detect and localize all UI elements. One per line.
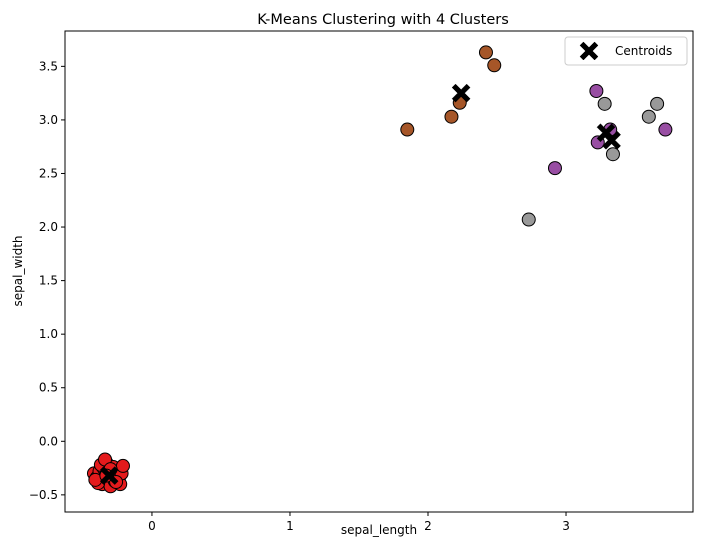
y-tick-label: 1.5: [39, 274, 58, 288]
y-tick-label: 2.5: [39, 166, 58, 180]
data-point: [400, 122, 415, 137]
data-point: [605, 147, 620, 162]
y-tick-label: 0.0: [39, 434, 58, 448]
data-point: [650, 96, 665, 111]
chart-title: K-Means Clustering with 4 Clusters: [257, 12, 509, 28]
centroid-marker: [99, 466, 119, 485]
y-axis-label: sepal_width: [11, 235, 25, 306]
x-axis-label: sepal_length: [341, 523, 417, 537]
data-point: [658, 122, 673, 137]
legend: Centroids: [564, 36, 688, 66]
data-point: [589, 83, 604, 98]
x-tick-label: 1: [286, 519, 294, 533]
data-point: [444, 109, 459, 124]
y-axis: −0.5 0.0 0.5 1.0 1.5 2.0 2.5 3.0 3.5: [29, 59, 65, 502]
data-point: [641, 109, 656, 124]
y-tick-label: 3.0: [39, 113, 58, 127]
y-tick-label: 2.0: [39, 220, 58, 234]
y-tick-label: −0.5: [29, 488, 58, 502]
y-tick-label: 0.5: [39, 381, 58, 395]
y-tick-label: 1.0: [39, 327, 58, 341]
x-axis: 0 1 2 3: [148, 512, 570, 533]
data-point: [547, 161, 562, 176]
centroid-marker: [602, 130, 621, 150]
centroid-marker: [451, 83, 471, 103]
centroids-layer: [99, 83, 621, 485]
data-point: [487, 58, 502, 73]
x-tick-label: 2: [424, 519, 432, 533]
plot-frame: [65, 31, 693, 512]
data-point: [521, 212, 536, 227]
legend-centroid-x: [579, 41, 599, 61]
plot-area: [64, 30, 694, 513]
y-tick-label: 3.5: [39, 59, 58, 73]
data-point: [597, 96, 612, 111]
legend-label-centroids: Centroids: [615, 44, 672, 58]
data-point: [478, 45, 493, 60]
legend-centroid-marker: [579, 41, 599, 61]
plot-border: [64, 30, 694, 513]
x-tick-label: 3: [562, 519, 570, 533]
data-point: [115, 458, 130, 473]
x-tick-label: 0: [148, 519, 156, 533]
